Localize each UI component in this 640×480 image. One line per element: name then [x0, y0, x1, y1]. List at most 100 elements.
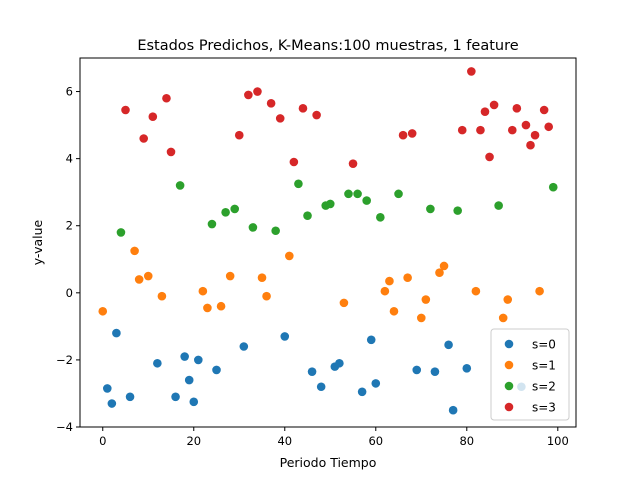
- point-s2: [116, 228, 126, 237]
- point-s3: [139, 134, 149, 143]
- point-s2: [353, 189, 362, 199]
- point-s0: [189, 397, 199, 407]
- point-s1: [198, 286, 208, 296]
- point-s3: [507, 125, 517, 135]
- point-s1: [435, 268, 444, 277]
- point-s1: [257, 273, 267, 283]
- point-s0: [462, 363, 472, 373]
- point-s2: [294, 179, 303, 189]
- y-tick-label: 0: [66, 286, 73, 300]
- chart-title: Estados Predichos, K-Means:100 muestras,…: [137, 38, 518, 54]
- point-s1: [216, 301, 226, 311]
- y-tick-label: 4: [66, 152, 73, 166]
- point-s3: [234, 130, 244, 140]
- x-tick-label: 100: [547, 434, 569, 448]
- point-s2: [494, 201, 503, 210]
- point-s3: [485, 152, 494, 162]
- y-tick-label: 6: [66, 85, 73, 99]
- legend-label: s=3: [532, 401, 556, 415]
- point-s0: [444, 340, 453, 350]
- legend-marker: [504, 360, 514, 370]
- point-s1: [157, 291, 167, 301]
- point-s0: [103, 384, 112, 393]
- point-s0: [280, 332, 290, 341]
- point-s1: [535, 286, 544, 296]
- y-tick-label: 2: [66, 219, 73, 233]
- point-s2: [362, 196, 371, 205]
- legend-label: s=0: [532, 338, 556, 352]
- point-s3: [476, 125, 485, 135]
- point-s3: [162, 93, 171, 103]
- point-s0: [430, 367, 440, 376]
- point-s2: [548, 182, 558, 192]
- point-s2: [207, 219, 217, 229]
- point-s1: [498, 313, 508, 323]
- legend-box: [490, 328, 570, 421]
- point-s2: [175, 181, 185, 190]
- point-s1: [439, 261, 449, 271]
- point-s1: [130, 246, 139, 256]
- x-axis-label: Periodo Tiempo: [280, 455, 377, 470]
- point-s3: [544, 122, 553, 132]
- point-s2: [230, 204, 240, 214]
- legend-label: s=1: [532, 359, 556, 373]
- point-s0: [212, 365, 221, 375]
- y-axis-ticks: −4 −2 0 2 4 6: [56, 85, 80, 434]
- point-s3: [480, 107, 490, 116]
- point-s0: [171, 392, 180, 402]
- point-s3: [244, 90, 253, 100]
- point-s1: [98, 306, 108, 316]
- x-tick-label: 20: [186, 434, 201, 448]
- point-s1: [380, 286, 390, 296]
- point-s3: [348, 159, 358, 168]
- point-s3: [298, 104, 308, 113]
- point-s3: [166, 147, 176, 157]
- point-s0: [316, 382, 326, 392]
- point-s3: [253, 87, 262, 96]
- point-s3: [275, 114, 285, 123]
- y-axis-label: y-value: [30, 219, 45, 265]
- point-s1: [203, 303, 212, 313]
- point-s1: [503, 295, 513, 304]
- legend-label: s=2: [532, 380, 556, 394]
- point-s0: [107, 399, 117, 408]
- point-s2: [394, 189, 403, 199]
- point-s3: [312, 110, 321, 120]
- point-s0: [335, 358, 344, 368]
- legend-marker: [504, 381, 514, 391]
- point-s0: [112, 328, 121, 338]
- legend-marker: [504, 402, 514, 412]
- point-s1: [389, 306, 399, 316]
- x-tick-label: 60: [368, 434, 383, 448]
- point-s1: [285, 251, 294, 261]
- point-s2: [221, 208, 230, 217]
- point-s2: [325, 199, 335, 209]
- x-tick-label: 80: [459, 434, 474, 448]
- plot-frame: [79, 57, 577, 428]
- point-s0: [239, 342, 249, 351]
- point-s2: [303, 211, 312, 220]
- legend: s=0 s=1 s=2 s=3: [490, 328, 570, 421]
- point-s3: [489, 100, 499, 110]
- point-s0: [184, 375, 194, 385]
- point-s3: [457, 125, 467, 135]
- point-s0: [125, 392, 135, 402]
- point-s0: [366, 335, 376, 345]
- point-s0: [153, 358, 162, 368]
- point-s0: [448, 405, 458, 415]
- point-s3: [148, 112, 158, 122]
- point-s1: [134, 275, 144, 284]
- x-tick-label: 0: [99, 434, 106, 448]
- point-s0: [357, 387, 367, 397]
- point-s2: [248, 223, 258, 232]
- point-s1: [403, 273, 412, 283]
- y-tick-label: −4: [56, 420, 73, 434]
- point-s3: [121, 105, 130, 115]
- point-s1: [385, 276, 394, 286]
- point-s3: [530, 130, 540, 140]
- point-s3: [266, 98, 276, 108]
- point-s0: [194, 355, 203, 365]
- point-s3: [521, 120, 531, 130]
- plot-marks: [98, 67, 558, 415]
